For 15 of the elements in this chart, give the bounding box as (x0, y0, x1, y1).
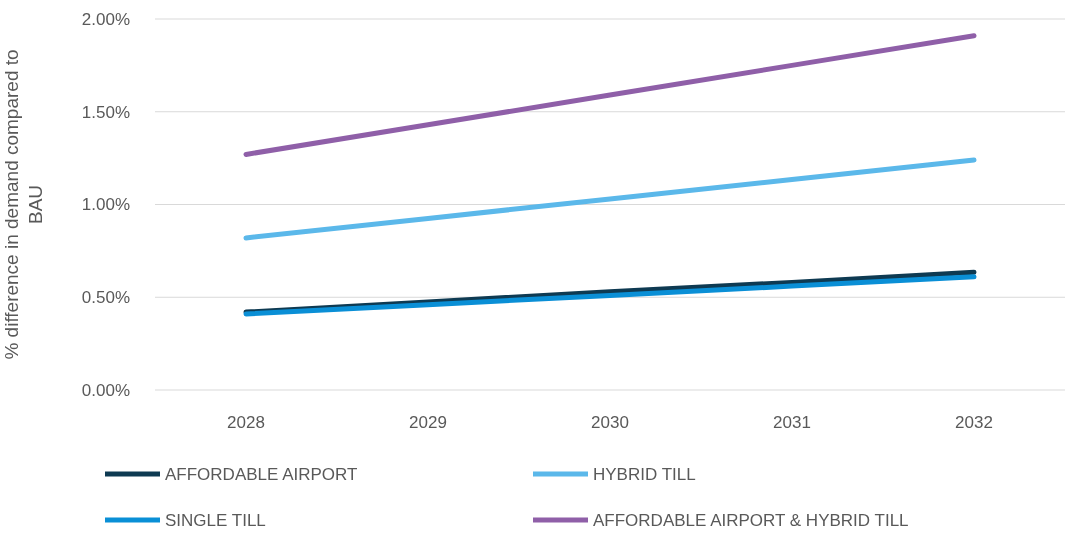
legend-label: HYBRID TILL (593, 464, 696, 484)
y-axis-title: % difference in demand compared to BAU (1, 49, 46, 360)
y-tick-label: 0.50% (81, 288, 130, 308)
x-tick-label: 2031 (773, 413, 811, 432)
y-tick-label: 1.00% (81, 195, 130, 215)
y-tick-label: 1.50% (81, 102, 130, 122)
y-tick-label: 0.00% (81, 380, 130, 400)
y-tick-label: 2.00% (81, 9, 130, 29)
x-tick-label: 2028 (227, 413, 265, 432)
x-tick-label: 2032 (955, 413, 993, 432)
legend-label: AFFORDABLE AIRPORT (165, 464, 358, 484)
x-tick-label: 2030 (591, 413, 629, 432)
x-tick-label: 2029 (409, 413, 447, 432)
legend-label: SINGLE TILL (165, 510, 266, 530)
legend-label: AFFORDABLE AIRPORT & HYBRID TILL (593, 510, 909, 530)
